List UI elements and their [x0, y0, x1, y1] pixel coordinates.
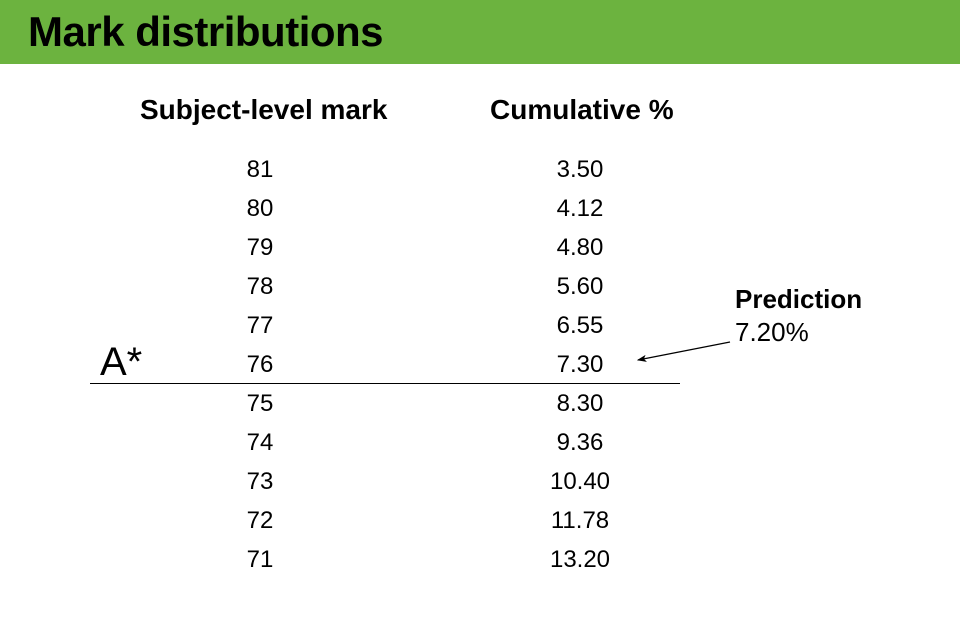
title-banner: Mark distributions	[0, 0, 960, 64]
page-title: Mark distributions	[28, 8, 960, 56]
content-area: Subject-level mark Cumulative % 813.5080…	[0, 64, 960, 624]
prediction-arrow	[0, 64, 960, 624]
